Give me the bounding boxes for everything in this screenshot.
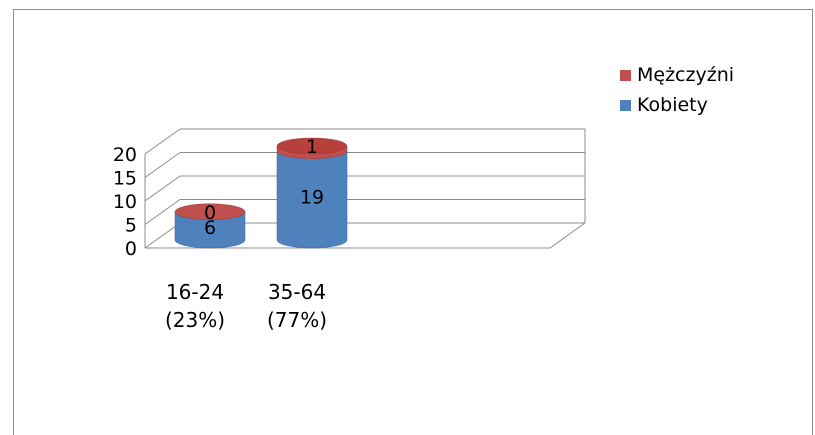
y-tick-label: 20	[113, 144, 137, 166]
bar-top	[276, 137, 348, 155]
side-gridline	[144, 152, 181, 178]
legend-label-men: Mężczyźni	[637, 64, 735, 86]
legend-item-women: Kobiety	[620, 90, 734, 120]
side-gridline	[144, 222, 181, 249]
y-tick-label: 0	[125, 238, 137, 260]
category-label-2: 35-64 (77%)	[252, 278, 342, 334]
side-gridline	[144, 128, 181, 155]
y-tick-label: 5	[125, 215, 137, 237]
data-label-kobiety: 19	[300, 186, 324, 208]
legend-swatch-women	[620, 99, 631, 111]
y-tick-label: 15	[113, 168, 137, 190]
legend-swatch-men	[620, 69, 631, 81]
data-label-kobiety: 6	[204, 217, 216, 239]
category-percent-2: (77%)	[266, 308, 328, 332]
category-percent-1: (23%)	[164, 308, 226, 332]
bar-top	[174, 203, 246, 221]
data-label-mezczyzni: 1	[306, 136, 318, 158]
side-gridline	[144, 175, 181, 202]
data-label-mezczyzni: 0	[204, 202, 216, 224]
floor-edge	[145, 222, 586, 249]
category-name-2: 35-64	[267, 280, 327, 304]
chart-frame	[13, 9, 813, 435]
side-gridline	[144, 199, 181, 225]
category-name-1: 16-24	[165, 280, 225, 304]
category-label-1: 16-24 (23%)	[150, 278, 240, 334]
legend: Mężczyźni Kobiety	[620, 60, 734, 120]
y-tick-label: 10	[113, 191, 137, 213]
legend-item-men: Mężczyźni	[620, 60, 734, 90]
legend-label-women: Kobiety	[637, 94, 708, 116]
